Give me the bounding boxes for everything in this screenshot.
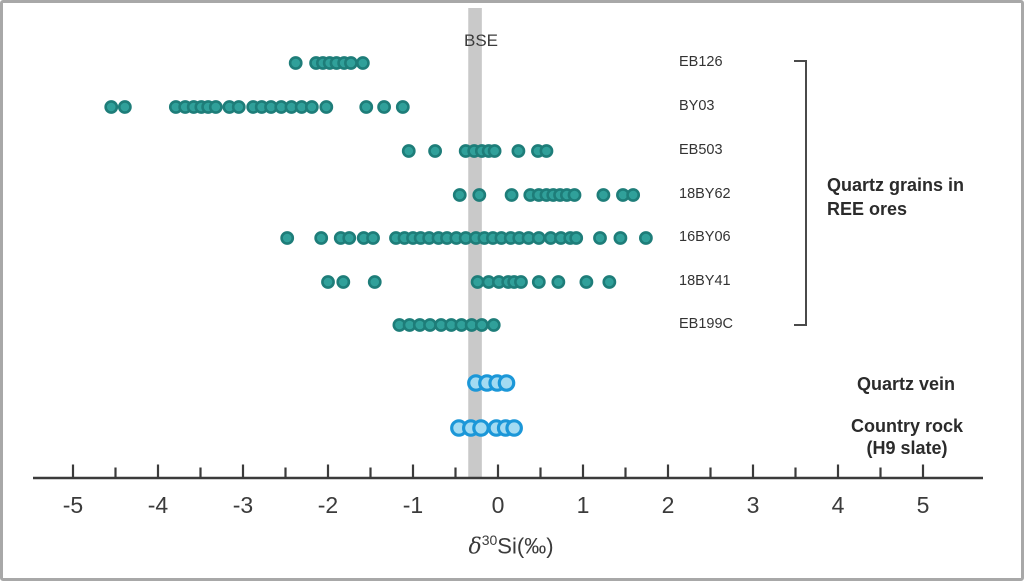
x-axis-tick-label: -2 [318, 492, 338, 518]
data-point-16BY06 [280, 231, 295, 245]
x-axis-title-delta: δ [468, 534, 482, 560]
data-point-16BY06 [569, 231, 584, 245]
series-label-16BY06: 16BY06 [679, 229, 731, 245]
data-point-BY03 [117, 100, 132, 114]
data-point-BY03 [359, 100, 374, 114]
bse-band-label: BSE [463, 31, 499, 50]
x-axis-tick-label: 1 [577, 492, 590, 518]
data-point-BY03 [231, 100, 246, 114]
data-point-16BY06 [314, 231, 329, 245]
data-point-BY03 [395, 100, 410, 114]
data-point-16BY06 [531, 231, 546, 245]
series-label-EB126: EB126 [679, 54, 723, 70]
data-point-18BY62 [626, 188, 641, 202]
data-point-18BY62 [504, 188, 519, 202]
data-point-BY03 [304, 100, 319, 114]
x-axis-tick-label: -5 [63, 492, 83, 518]
data-point-EB199C [486, 318, 501, 332]
data-point-EB503 [511, 144, 526, 158]
data-point-EB126 [344, 56, 358, 70]
series-label-18BY62: 18BY62 [679, 186, 731, 202]
data-point-18BY62 [452, 188, 467, 202]
ree-group-label: Quartz grains in REE ores [827, 174, 964, 222]
data-point-Quartz-vein [497, 374, 516, 392]
data-point-18BY41 [579, 275, 594, 289]
data-point-18BY41 [367, 275, 382, 289]
data-point-EB126 [355, 56, 370, 70]
data-point-18BY62 [567, 188, 582, 202]
country-rock-label-line2: (H9 slate) [866, 437, 948, 458]
ree-group-label-line2: REE ores [827, 198, 908, 219]
data-point-BY03 [377, 100, 391, 114]
x-axis-tick-label: 2 [662, 492, 675, 518]
series-label-BY03: BY03 [679, 98, 715, 114]
series-label-EB199C: EB199C [679, 316, 734, 332]
data-point-16BY06 [593, 231, 607, 245]
quartz-vein-label: Quartz vein [856, 374, 956, 394]
data-point-BY03 [104, 100, 119, 114]
x-axis-tick-label: 0 [492, 492, 505, 518]
ree-group-bracket [794, 60, 807, 326]
series-label-EB503: EB503 [679, 142, 723, 158]
strip-plot-canvas: -5 -4 -3 -2 -1 0 1 2 3 4 5 [33, 8, 983, 518]
data-point-16BY06 [639, 231, 653, 245]
data-point-EB199C [474, 318, 489, 332]
data-point-18BY41 [470, 275, 485, 289]
data-point-EB503 [428, 144, 442, 158]
data-point-Country-rock-H9-slate- [505, 419, 523, 437]
data-point-18BY41 [321, 275, 335, 289]
data-point-18BY62 [472, 188, 487, 202]
data-point-16BY06 [613, 231, 628, 245]
data-point-EB503 [539, 144, 554, 158]
data-point-EB199C [423, 318, 437, 332]
data-point-16BY06 [342, 231, 357, 245]
x-axis-tick-label: -4 [148, 492, 169, 518]
ree-group-label-line1: Quartz grains in [827, 175, 965, 195]
data-point-BY03 [319, 100, 334, 114]
data-point-EB503 [487, 144, 502, 158]
data-point-EB126 [288, 56, 303, 70]
x-axis-title: δ30Si(‰) [468, 532, 553, 559]
x-axis-tick-label: 3 [747, 492, 760, 518]
x-axis-tick-label: -3 [233, 492, 253, 518]
series-label-18BY41: 18BY41 [679, 273, 731, 289]
data-point-18BY41 [514, 275, 528, 289]
country-rock-label: Country rock (H9 slate) [851, 416, 963, 459]
data-point-18BY62 [596, 188, 611, 202]
data-point-EB503 [401, 144, 416, 158]
data-point-16BY06 [366, 231, 380, 245]
data-point-BY03 [208, 100, 223, 114]
data-point-Country-rock-H9-slate- [472, 419, 490, 437]
data-point-18BY41 [551, 275, 566, 289]
x-axis-title-sup: 30 [481, 532, 498, 548]
data-point-18BY41 [602, 275, 617, 289]
x-axis-tick-label: -1 [403, 492, 423, 518]
data-point-18BY41 [531, 275, 546, 289]
data-point-18BY41 [336, 275, 351, 289]
x-axis-tick-label: 5 [917, 492, 930, 518]
x-axis-tick-label: 4 [832, 492, 845, 518]
country-rock-label-line1: Country rock [850, 416, 964, 436]
x-axis-title-rest: Si(‰) [497, 533, 554, 559]
